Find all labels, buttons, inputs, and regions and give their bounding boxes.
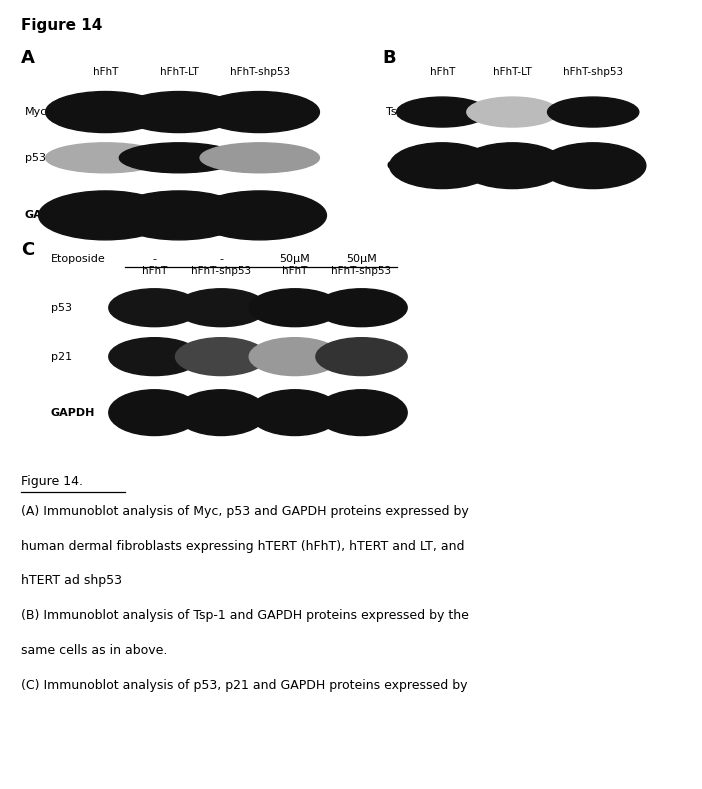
Text: -: - xyxy=(152,254,157,264)
Text: GAPDH: GAPDH xyxy=(386,161,430,170)
Ellipse shape xyxy=(548,97,639,127)
Text: 50μM: 50μM xyxy=(279,254,310,264)
Ellipse shape xyxy=(109,289,200,327)
Text: 50μM: 50μM xyxy=(346,254,377,264)
Ellipse shape xyxy=(249,289,340,327)
Text: p53: p53 xyxy=(51,303,72,312)
Text: hFhT: hFhT xyxy=(282,266,307,276)
Ellipse shape xyxy=(46,92,165,133)
Ellipse shape xyxy=(390,143,495,189)
Text: A: A xyxy=(21,49,35,67)
Text: hFhT-LT: hFhT-LT xyxy=(159,66,199,77)
Ellipse shape xyxy=(316,390,407,436)
Ellipse shape xyxy=(200,92,319,133)
Ellipse shape xyxy=(39,191,172,240)
Text: human dermal fibroblasts expressing hTERT (hFhT), hTERT and LT, and: human dermal fibroblasts expressing hTER… xyxy=(21,540,465,552)
Text: hTERT ad shp53: hTERT ad shp53 xyxy=(21,574,122,587)
Text: (B) Immunoblot analysis of Tsp-1 and GAPDH proteins expressed by the: (B) Immunoblot analysis of Tsp-1 and GAP… xyxy=(21,609,469,622)
Ellipse shape xyxy=(316,338,407,376)
Text: hFhT-shp53: hFhT-shp53 xyxy=(230,66,290,77)
Text: Tsp-1: Tsp-1 xyxy=(386,107,415,117)
Text: hFhT: hFhT xyxy=(93,66,118,77)
Ellipse shape xyxy=(176,338,267,376)
Text: p53: p53 xyxy=(25,153,46,163)
Ellipse shape xyxy=(460,143,565,189)
Text: Myc: Myc xyxy=(25,107,47,117)
Text: Etoposide: Etoposide xyxy=(51,254,105,264)
Ellipse shape xyxy=(119,143,239,173)
Text: B: B xyxy=(383,49,396,67)
Text: hFhT-LT: hFhT-LT xyxy=(493,66,532,77)
Ellipse shape xyxy=(176,289,267,327)
Text: C: C xyxy=(21,241,34,259)
Text: Figure 14.: Figure 14. xyxy=(21,475,83,488)
Text: hFhT: hFhT xyxy=(142,266,167,276)
Ellipse shape xyxy=(541,143,646,189)
Text: (C) Immunoblot analysis of p53, p21 and GAPDH proteins expressed by: (C) Immunoblot analysis of p53, p21 and … xyxy=(21,679,468,691)
Text: hFhT-shp53: hFhT-shp53 xyxy=(191,266,251,276)
Ellipse shape xyxy=(176,390,267,436)
Ellipse shape xyxy=(193,191,326,240)
Ellipse shape xyxy=(46,143,165,173)
Text: p21: p21 xyxy=(51,352,72,361)
Text: -: - xyxy=(219,254,223,264)
Text: GAPDH: GAPDH xyxy=(51,408,95,417)
Ellipse shape xyxy=(249,390,340,436)
Ellipse shape xyxy=(112,191,246,240)
Ellipse shape xyxy=(316,289,407,327)
Text: hFhT-shp53: hFhT-shp53 xyxy=(331,266,392,276)
Text: hFhT: hFhT xyxy=(430,66,455,77)
Text: (A) Immunoblot analysis of Myc, p53 and GAPDH proteins expressed by: (A) Immunoblot analysis of Myc, p53 and … xyxy=(21,505,469,518)
Ellipse shape xyxy=(467,97,558,127)
Text: hFhT-shp53: hFhT-shp53 xyxy=(563,66,623,77)
Text: GAPDH: GAPDH xyxy=(25,211,69,220)
Text: same cells as in above.: same cells as in above. xyxy=(21,644,168,656)
Ellipse shape xyxy=(109,338,200,376)
Ellipse shape xyxy=(109,390,200,436)
Text: Figure 14: Figure 14 xyxy=(21,18,102,33)
Ellipse shape xyxy=(119,92,239,133)
Ellipse shape xyxy=(397,97,488,127)
Ellipse shape xyxy=(249,338,340,376)
Ellipse shape xyxy=(200,143,319,173)
